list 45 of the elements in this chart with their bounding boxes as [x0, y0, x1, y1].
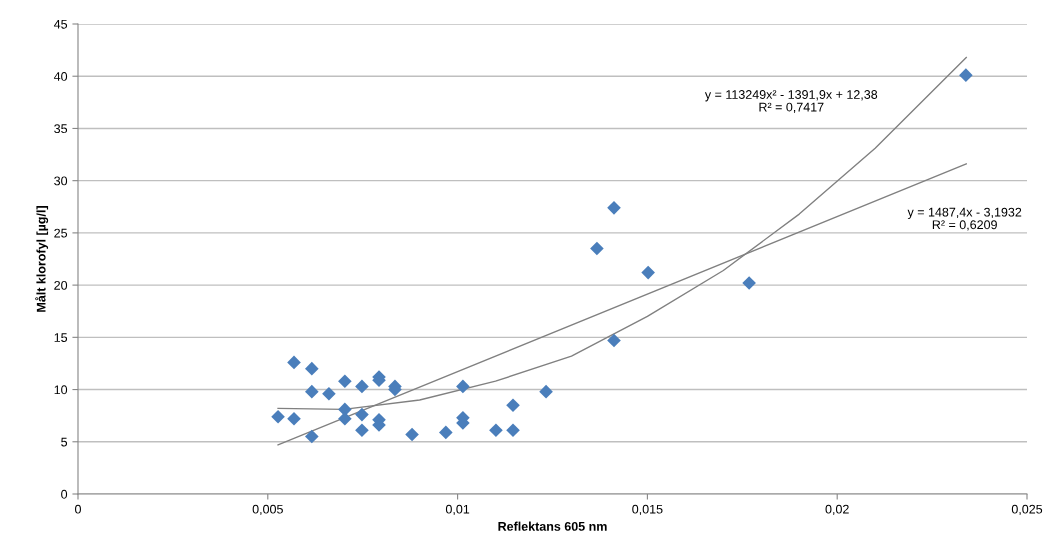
point: [355, 379, 369, 394]
x-tick-label: 0,015: [632, 504, 663, 516]
point: [338, 374, 352, 388]
point: [506, 398, 520, 413]
point: [271, 409, 285, 424]
y-axis-title: Målt klorofyl [µg/l]: [35, 206, 49, 312]
y-tick-label: 20: [54, 280, 68, 290]
point: [287, 412, 301, 426]
y-tick-label: 5: [61, 437, 68, 447]
point: [439, 425, 453, 440]
y-tick-label: 30: [54, 176, 68, 186]
point: [456, 379, 470, 394]
point: [287, 355, 301, 370]
point: [305, 384, 319, 399]
point: [338, 412, 352, 426]
point: [506, 423, 520, 438]
y-tick-label: 10: [54, 385, 68, 395]
point: [607, 333, 621, 348]
y-tick-label: 35: [54, 124, 68, 134]
x-tick-label: 0,005: [252, 504, 283, 516]
point: [539, 384, 553, 399]
x-tick-label: 0,01: [445, 504, 470, 516]
y-tick-label: 0: [61, 489, 68, 499]
point: [959, 68, 973, 82]
y-tick-label: 45: [53, 19, 68, 29]
point: [607, 201, 621, 215]
point: [590, 241, 604, 256]
x-tick-label: 0,02: [825, 504, 849, 516]
point: [355, 423, 369, 438]
point: [405, 427, 419, 442]
point: [322, 386, 336, 401]
annotation: y = 1487,4x - 3,1932 R² = 0,6209: [907, 207, 1022, 231]
point: [641, 265, 655, 280]
y-tick-label: 25: [54, 228, 68, 238]
point: [489, 423, 503, 438]
point: [305, 361, 319, 376]
point: [355, 407, 369, 422]
x-axis-title: Reflektans 605 nm: [498, 521, 607, 531]
y-tick-label: 40: [53, 72, 68, 81]
x-tick-label: 0,025: [1011, 504, 1043, 516]
point: [742, 276, 756, 290]
y-tick-label: 15: [54, 333, 68, 342]
x-tick-label: 0: [75, 504, 81, 514]
annotation: y = 113249x² - 1391,9x + 12,38 R² = 0,7417: [704, 90, 878, 113]
point: [305, 429, 319, 444]
